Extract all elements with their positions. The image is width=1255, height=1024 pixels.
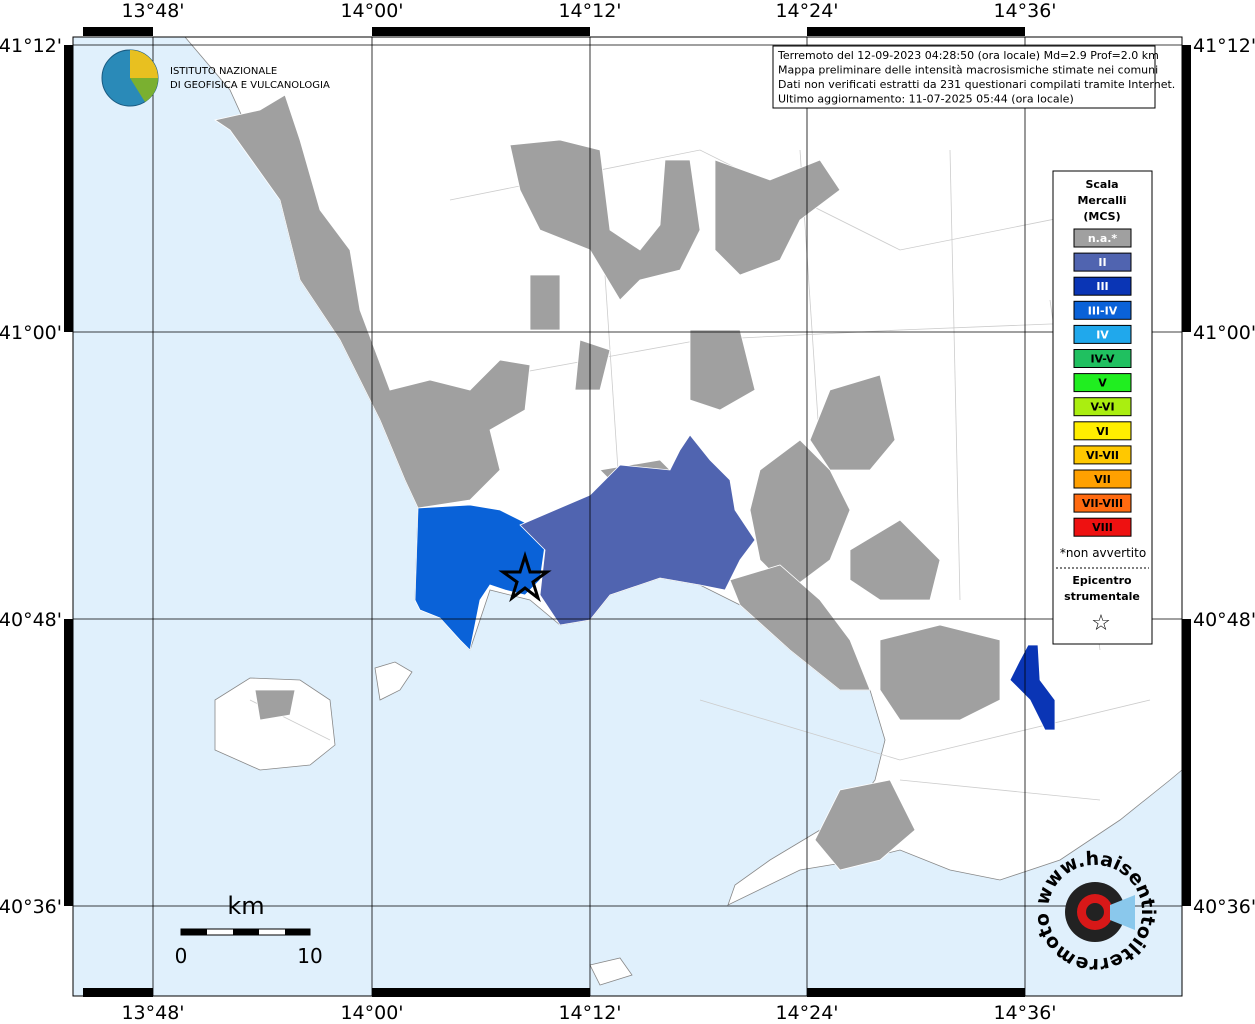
island [374,661,413,701]
legend-swatch [1073,517,1132,537]
frame-stripe [807,988,1025,997]
lon-label: 14°12' [558,1002,621,1024]
lon-label: 14°24' [775,0,838,22]
legend-label: III [1096,280,1108,293]
legend-label: VII [1094,473,1111,486]
frame-stripe [1182,619,1191,906]
frame-stripe [64,619,73,906]
legend-label: IV [1096,328,1109,341]
legend-swatch [1073,397,1132,417]
frame-stripe [372,988,590,997]
legend-swatch [1073,324,1132,344]
info-lines: Terremoto del 12-09-2023 04:28:50 (ora l… [777,49,1175,106]
legend-title: (MCS) [1083,210,1120,223]
lon-label: 14°12' [558,0,621,22]
intensity-iii [1009,644,1056,731]
frame-stripe [1182,45,1191,332]
scale-unit: km [227,892,264,920]
legend-swatch [1073,349,1132,368]
epicenter-star [498,550,552,603]
epicenter-label: strumentale [1064,590,1140,603]
legend-swatch [1073,469,1132,489]
logo-text: ISTITUTO NAZIONALE [170,66,277,77]
lat-label: 40°48' [0,609,62,631]
info-line: Ultimo aggiornamento: 11-07-2025 05:44 (… [778,93,1074,106]
lat-label: 41°12' [0,35,62,57]
info-line: Dati non verificati estratti da 231 ques… [778,78,1175,91]
legend-swatch [1073,373,1132,393]
intensity-na [213,94,1001,871]
watermark-icon [1086,903,1104,921]
logo-text: DI GEOFISICA E VULCANOLOGIA [170,80,330,91]
legend-swatch [1073,228,1132,248]
lon-label: 13°48' [121,1002,184,1024]
legend: ScalaMercalli(MCS)n.a.*IIIIIIII-IVIVIV-V… [1073,178,1132,537]
legend-swatch [1073,276,1132,296]
lon-label: 14°24' [775,1002,838,1024]
legend-swatch [1073,252,1132,272]
legend-label: VII-VIII [1082,497,1123,510]
legend-label: III-IV [1088,304,1118,317]
scale-bar [180,928,311,936]
legend-label: n.a.* [1088,232,1118,245]
legend-swatch [1073,445,1132,465]
graticule [73,37,1182,996]
lat-label: 41°00' [0,322,62,344]
epicenter-symbol: ☆ [1091,611,1111,636]
lon-label: 14°00' [340,0,403,22]
lat-label: 40°36' [1193,896,1255,918]
info-box [772,45,1156,109]
legend-label: IV-V [1090,353,1115,366]
scale-label: 10 [297,944,322,968]
legend-label: II [1098,256,1106,269]
lat-label: 40°36' [0,896,62,918]
scale-label: 0 [175,944,188,968]
frame-stripe [807,27,1025,36]
epicenter-label: Epicentro [1072,574,1132,587]
lon-label: 14°00' [340,1002,403,1024]
legend-swatch [1073,300,1132,320]
lon-label: 13°48' [121,0,184,22]
lon-label: 14°36' [993,1002,1056,1024]
legend-label: V-VI [1090,401,1114,414]
frame-stripe [64,45,73,332]
legend-note: *non avvertito [1060,546,1146,560]
frame-border [72,36,1183,997]
watermark-icon [1110,895,1135,930]
lat-label: 41°12' [1193,35,1255,57]
frame-stripe [83,988,153,997]
lat-label: 41°00' [1193,322,1255,344]
ingv-logo-part [130,78,159,102]
intensity-iii-iv [414,504,546,651]
frame-stripe [372,27,590,36]
legend-swatch [1073,493,1132,513]
legend-swatch [1073,421,1132,441]
legend-label: VI [1096,425,1109,438]
legend-label: V [1098,377,1107,390]
lat-label: 40°48' [1193,609,1255,631]
info-line: Mappa preliminare delle intensità macros… [778,64,1158,77]
legend-title: Scala [1085,178,1118,191]
island [589,957,633,986]
island [214,677,336,771]
intensity-ii [519,434,756,626]
ingv-logo-part [130,50,158,78]
legend-label: VIII [1092,521,1113,534]
lon-label: 14°36' [993,0,1056,22]
legend-label: VI-VII [1086,449,1119,462]
frame-stripe [83,27,153,36]
info-line: Terremoto del 12-09-2023 04:28:50 (ora l… [777,49,1159,62]
legend-title: Mercalli [1077,194,1126,207]
